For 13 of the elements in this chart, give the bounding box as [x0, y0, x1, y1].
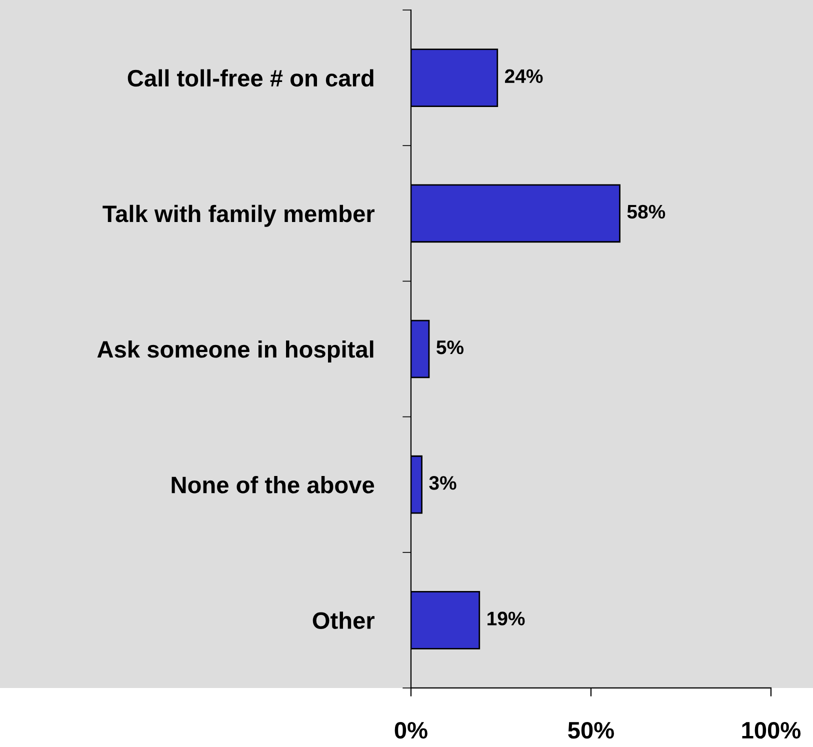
y-tick-label: Call toll-free # on card [128, 69, 374, 87]
data-label: 24% [504, 69, 543, 83]
data-label: 5% [436, 340, 464, 354]
x-tick-label: 100% [742, 722, 801, 739]
data-label: 19% [488, 612, 525, 626]
y-tick-label: None of the above [172, 476, 374, 494]
x-tick-label: 0% [394, 722, 428, 739]
x-tick-label: 50% [568, 722, 614, 739]
y-tick-label: Other [312, 612, 375, 629]
y-tick-label: Talk with family member [102, 204, 375, 227]
data-label: 3% [429, 476, 456, 490]
y-tick-label: Ask someone in hospital [97, 340, 374, 362]
data-label: 58% [627, 204, 666, 219]
